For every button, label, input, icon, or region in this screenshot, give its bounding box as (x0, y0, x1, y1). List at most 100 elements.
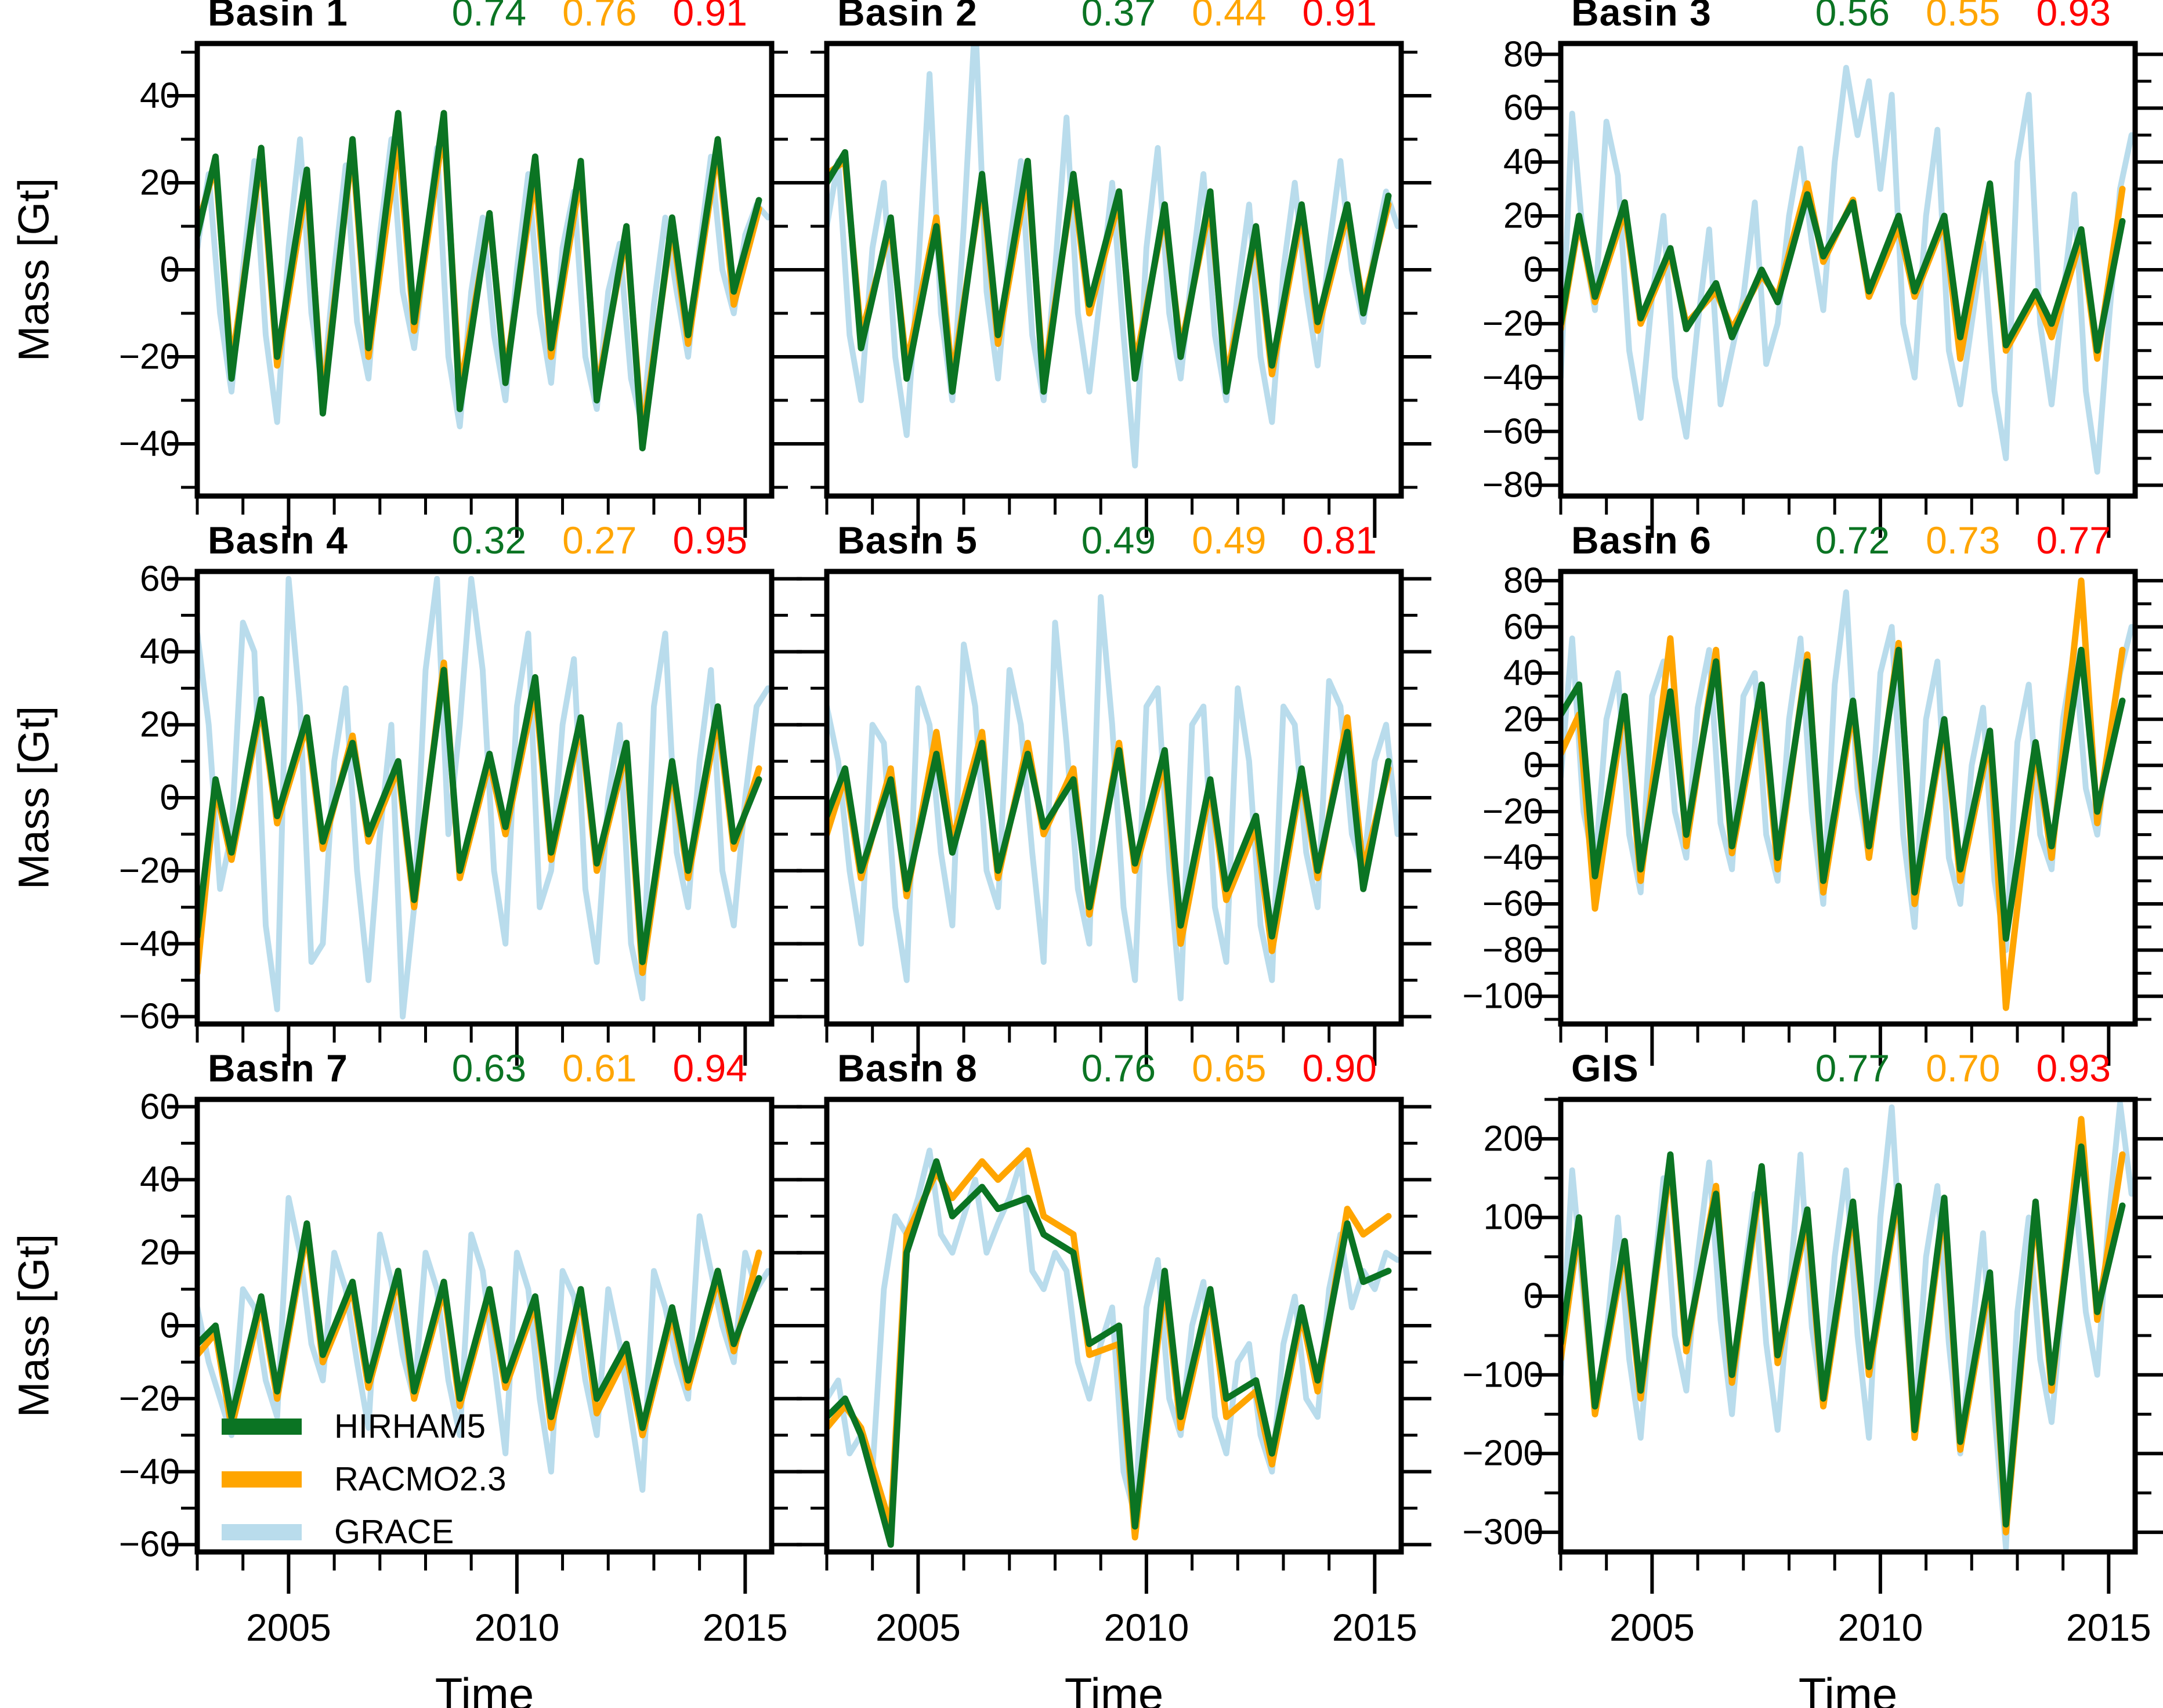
hirham5-line (827, 149, 1392, 395)
y-tick-label: −20 (118, 851, 180, 891)
y-tick-label: 100 (1483, 1197, 1543, 1237)
y-tick-label: −20 (1482, 303, 1543, 344)
panel-title-basin-7: Basin 7 (208, 1047, 348, 1090)
y-tick-label: 20 (1503, 196, 1543, 236)
correlation-hirham5: 0.76 (1081, 1047, 1156, 1090)
plot-basin-2 (797, 41, 1431, 538)
panel-header-basin-8: Basin 8 0.76 0.65 0.90 (837, 1046, 1377, 1090)
panel-frame (194, 1097, 775, 1555)
grace-line (827, 1148, 1401, 1519)
y-tick-label: 40 (140, 75, 180, 116)
y-tick-label: −60 (118, 996, 180, 1037)
correlation-racmo23: 0.44 (1192, 0, 1267, 34)
correlation-grace: 0.81 (1302, 519, 1377, 562)
y-tick-label: 0 (160, 1305, 180, 1346)
panel-frame (824, 1097, 1404, 1555)
correlation-values: 0.72 0.73 0.77 (1815, 518, 2111, 562)
correlation-racmo23: 0.49 (1192, 519, 1267, 562)
legend-item-grace: GRACE (222, 1512, 507, 1551)
y-tick-label: −20 (1482, 791, 1543, 832)
y-tick-label: −60 (1482, 411, 1543, 452)
y-tick-label: 200 (1483, 1119, 1543, 1159)
correlation-racmo23: 0.65 (1192, 1047, 1267, 1090)
y-tick-label: −40 (118, 424, 180, 464)
x-tick-label: 2005 (245, 1606, 331, 1649)
panel-header-basin-2: Basin 2 0.37 0.44 0.91 (837, 0, 1377, 34)
hirham5-line (827, 1158, 1392, 1548)
correlation-values: 0.49 0.49 0.81 (1082, 518, 1377, 562)
panel-title-basin-4: Basin 4 (208, 519, 348, 562)
y-tick-label: 0 (1523, 249, 1543, 290)
hirham5-swatch (222, 1418, 302, 1435)
plot-basin-8 (797, 1097, 1431, 1594)
x-axis-title: Time (1064, 1669, 1164, 1708)
hirham5-line (197, 110, 762, 451)
y-tick-label: −100 (1462, 976, 1543, 1016)
hirham5-line (1561, 1143, 2126, 1528)
panel-frame (194, 41, 775, 499)
correlation-hirham5: 0.63 (451, 1047, 527, 1090)
correlation-values: 0.76 0.65 0.90 (1082, 1046, 1377, 1090)
y-axis-title: Mass [Gt] (9, 1233, 58, 1418)
y-tick-label: −300 (1462, 1512, 1543, 1553)
y-tick-label: 20 (1503, 699, 1543, 740)
hirham5-line (197, 667, 762, 965)
x-axis-title: Time (1798, 1669, 1898, 1708)
legend-item-racmo23: RACMO2.3 (222, 1460, 507, 1499)
grace-swatch (222, 1524, 302, 1540)
x-tick-label: 2010 (1838, 1606, 1923, 1649)
plot-basin-7 (167, 1097, 802, 1594)
correlation-hirham5: 0.77 (1815, 1047, 1890, 1090)
panel-title-basin-5: Basin 5 (837, 519, 978, 562)
correlation-grace: 0.93 (2036, 1047, 2111, 1090)
y-tick-label: −80 (1482, 930, 1543, 971)
y-axis-title: Mass [Gt] (9, 178, 58, 362)
hirham5-line (1561, 180, 2126, 354)
hirham5-line (1561, 646, 2126, 942)
panel-frame (1558, 569, 2138, 1027)
grace-line (827, 44, 1401, 469)
y-tick-label: 80 (1503, 34, 1543, 75)
hirham5-line (827, 729, 1392, 940)
correlation-grace: 0.95 (672, 519, 747, 562)
y-tick-label: −60 (1482, 884, 1543, 924)
x-tick-label: 2015 (1332, 1606, 1417, 1649)
panel-title-basin-8: Basin 8 (837, 1047, 978, 1090)
y-tick-label: 80 (1503, 560, 1543, 601)
correlation-values: 0.56 0.55 0.93 (1815, 0, 2111, 34)
y-axis-title: Mass [Gt] (9, 705, 58, 890)
panel-title-basin-6: Basin 6 (1571, 519, 1712, 562)
correlation-hirham5: 0.74 (451, 0, 527, 34)
y-tick-label: 60 (140, 1087, 180, 1127)
correlation-hirham5: 0.72 (1815, 519, 1890, 562)
correlation-values: 0.32 0.27 0.95 (452, 518, 747, 562)
y-tick-label: −40 (1482, 837, 1543, 878)
correlation-grace: 0.94 (672, 1047, 747, 1090)
x-tick-label: 2005 (875, 1606, 961, 1649)
correlation-grace: 0.91 (672, 0, 747, 34)
panel-header-basin-4: Basin 4 0.32 0.27 0.95 (208, 518, 747, 562)
panel-title-basin-1: Basin 1 (208, 0, 348, 34)
panel-header-basin-6: Basin 6 0.72 0.73 0.77 (1571, 518, 2111, 562)
panel-title-gis: GIS (1571, 1047, 1639, 1090)
correlation-grace: 0.93 (2036, 0, 2111, 34)
x-tick-label: 2015 (2066, 1606, 2151, 1649)
x-tick-label: 2005 (1609, 1606, 1695, 1649)
plot-basin-6 (1531, 569, 2163, 1066)
panel-header-gis: GIS 0.77 0.70 0.93 (1571, 1046, 2111, 1090)
correlation-grace: 0.77 (2036, 519, 2111, 562)
correlation-values: 0.74 0.76 0.91 (452, 0, 747, 34)
x-tick-label: 2010 (474, 1606, 560, 1649)
y-tick-label: 20 (140, 162, 180, 203)
x-tick-label: 2010 (1104, 1606, 1189, 1649)
plot-basin-3 (1531, 41, 2163, 538)
y-tick-label: 40 (1503, 142, 1543, 182)
legend-item-hirham5: HIRHAM5 (222, 1407, 507, 1446)
racmo23-line (827, 1147, 1392, 1541)
correlation-racmo23: 0.76 (562, 0, 637, 34)
correlation-hirham5: 0.37 (1081, 0, 1156, 34)
y-tick-label: −80 (1482, 465, 1543, 505)
hirham5-line (197, 1220, 762, 1431)
panel-frame (194, 569, 775, 1027)
